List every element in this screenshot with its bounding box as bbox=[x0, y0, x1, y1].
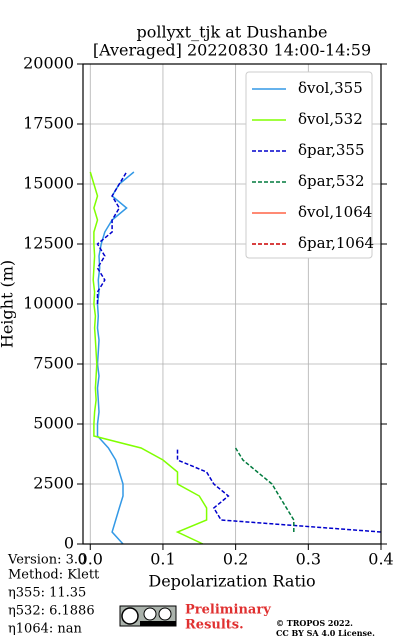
profile-line bbox=[89, 171, 208, 545]
x-tick-label: 0.2 bbox=[223, 550, 248, 569]
y-tick-label: 17500 bbox=[23, 114, 74, 133]
info-text: η1064: nan bbox=[8, 622, 83, 637]
legend-label: δpar,355 bbox=[298, 141, 365, 159]
info-text: Method: Klett bbox=[8, 568, 100, 583]
x-tick-label: 0.0 bbox=[78, 550, 103, 569]
y-tick-label: 0 bbox=[64, 534, 74, 553]
y-tick-label: 2500 bbox=[33, 474, 74, 493]
info-text: Version: 3.0 bbox=[7, 553, 86, 568]
legend-box bbox=[245, 71, 373, 259]
y-tick-label: 5000 bbox=[33, 414, 74, 433]
y-tick-label: 7500 bbox=[33, 354, 74, 373]
legend-label: δvol,1064 bbox=[298, 203, 372, 221]
chart-title: pollyxt_tjk at Dushanbe bbox=[136, 23, 327, 42]
legend-label: δvol,355 bbox=[298, 79, 363, 97]
y-tick-label: 20000 bbox=[23, 54, 74, 73]
x-axis-label: Depolarization Ratio bbox=[148, 572, 315, 591]
x-tick-label: 0.1 bbox=[150, 550, 175, 569]
y-tick-label: 12500 bbox=[23, 234, 74, 253]
license: CC BY SA 4.0 License. bbox=[276, 628, 375, 638]
y-axis-label: Height (m) bbox=[0, 260, 17, 348]
info-text: η532: 6.1886 bbox=[8, 604, 95, 619]
notice: Preliminary bbox=[185, 603, 271, 618]
legend-label: δpar,532 bbox=[298, 172, 365, 190]
y-tick-label: 10000 bbox=[23, 294, 74, 313]
chart-subtitle: [Averaged] 20220830 14:00-14:59 bbox=[93, 41, 371, 60]
legend-label: δpar,1064 bbox=[298, 234, 374, 252]
profile-line bbox=[234, 447, 295, 532]
plot-frame bbox=[82, 63, 382, 545]
x-tick-label: 0.4 bbox=[368, 550, 393, 569]
profile-line bbox=[96, 171, 382, 533]
x-tick-label: 0.3 bbox=[296, 550, 321, 569]
license: © TROPOS 2022. bbox=[276, 618, 353, 628]
y-tick-label: 15000 bbox=[23, 174, 74, 193]
legend-label: δvol,532 bbox=[298, 110, 363, 128]
info-text: η355: 11.35 bbox=[8, 586, 86, 601]
notice: Results. bbox=[185, 618, 244, 633]
profile-line bbox=[96, 171, 135, 545]
cc-logo bbox=[119, 605, 177, 627]
